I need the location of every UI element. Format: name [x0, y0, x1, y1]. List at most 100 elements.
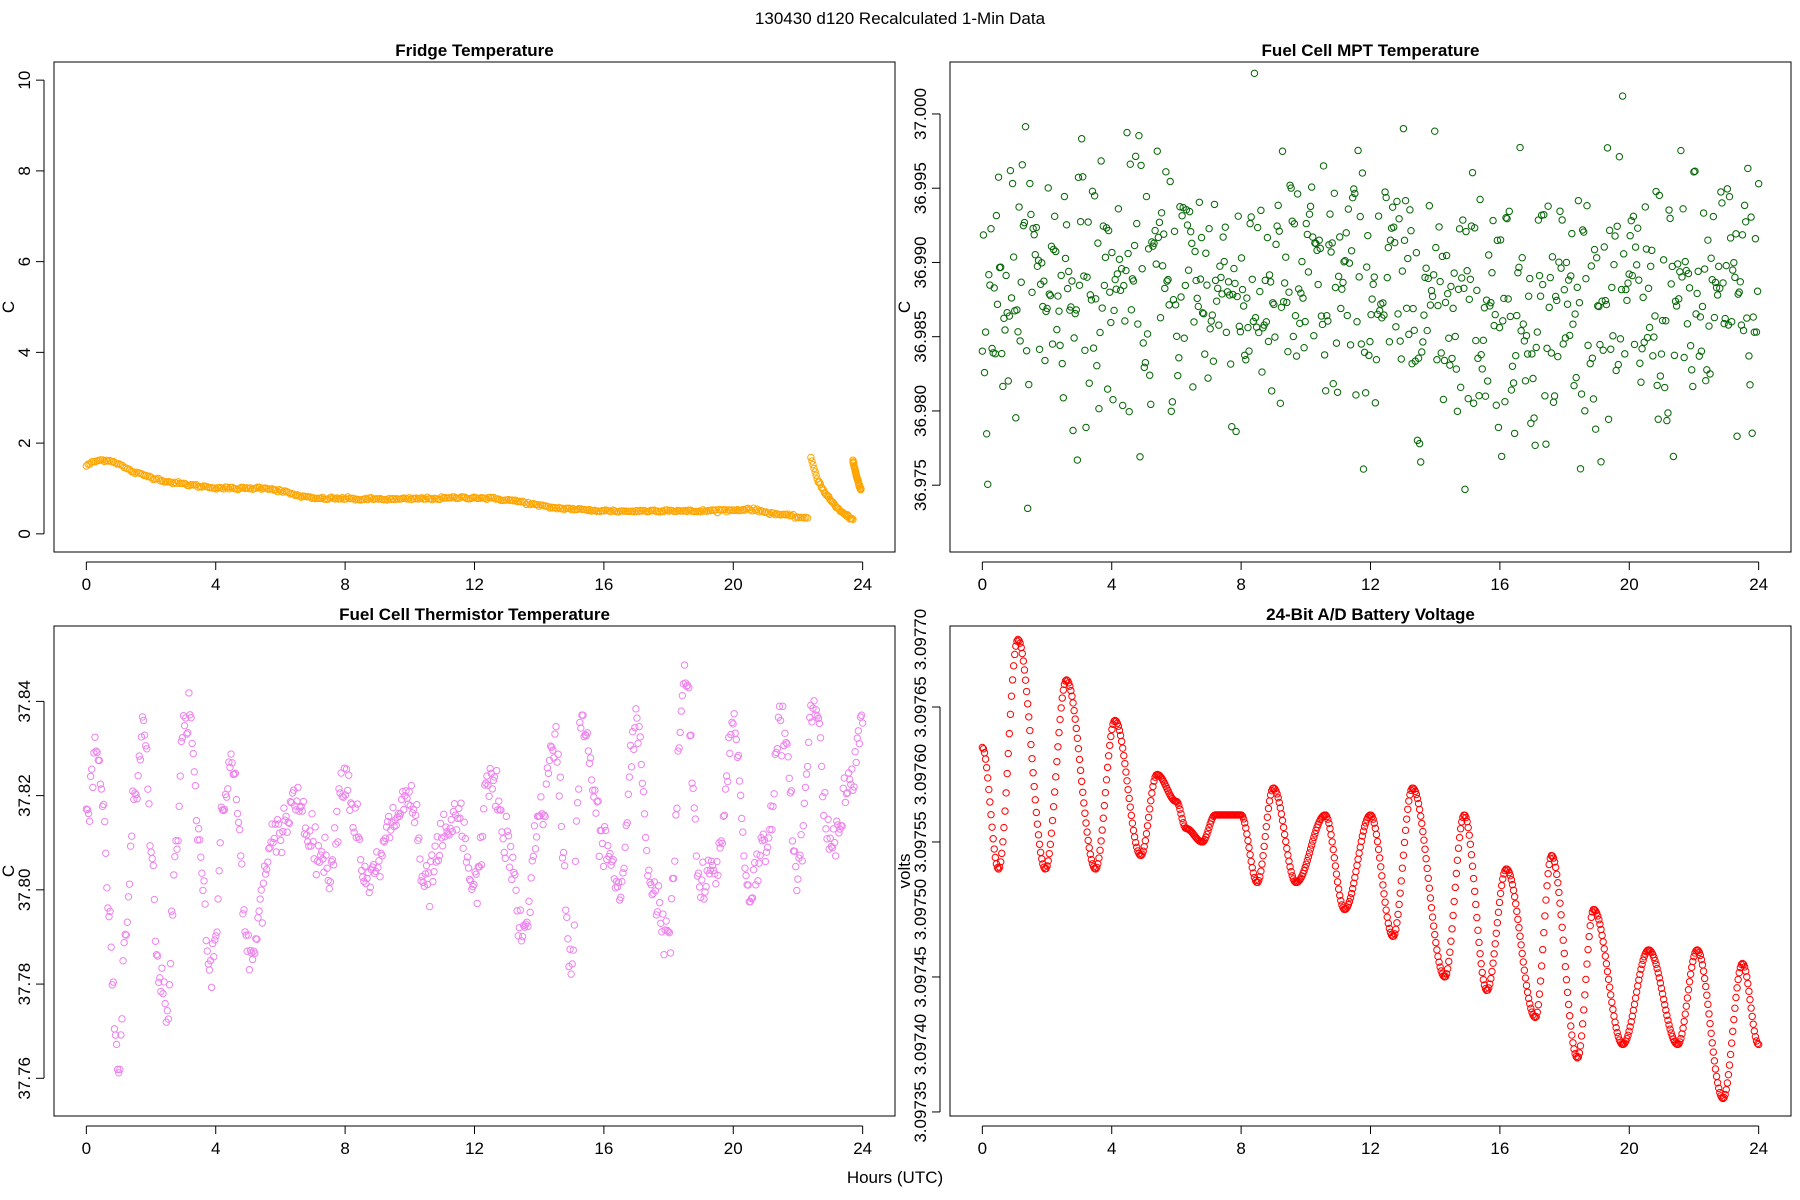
mpt-data-point — [1129, 277, 1138, 285]
thermistor-data-point — [688, 779, 696, 787]
mpt-data-point — [1343, 311, 1351, 320]
battery-data-point — [1040, 863, 1048, 871]
mpt-data-point — [1720, 319, 1728, 328]
battery-data-point — [1601, 952, 1610, 960]
mpt-data-point — [1332, 339, 1341, 347]
thermistor-data-point — [251, 949, 259, 958]
battery-data-point — [1558, 923, 1566, 931]
mpt-data-point — [1235, 322, 1244, 331]
thermistor-data-point — [707, 857, 716, 865]
thermistor-data-point — [433, 833, 441, 841]
battery-data-point — [1018, 649, 1026, 658]
battery-data-point — [1260, 842, 1268, 851]
fridge-data-point — [421, 495, 430, 503]
thermistor-data-point — [852, 758, 860, 767]
fridge-x-tick-label: 20 — [724, 575, 743, 594]
mpt-data-point — [1524, 292, 1533, 300]
thermistor-data-point — [309, 837, 317, 846]
thermistor-data-point — [736, 791, 745, 800]
mpt-data-point — [1183, 221, 1192, 229]
battery-data-point — [1350, 879, 1358, 887]
fridge-data-point — [344, 493, 352, 501]
thermistor-data-point — [132, 791, 140, 799]
battery-data-point — [1049, 802, 1058, 811]
mpt-data-point — [1156, 314, 1165, 322]
battery-data-point — [1488, 967, 1496, 976]
battery-data-point — [1104, 752, 1113, 760]
thermistor-data-point — [634, 739, 642, 748]
mpt-data-point — [982, 430, 991, 438]
mpt-data-point — [1163, 277, 1171, 285]
battery-data-point — [1513, 907, 1521, 916]
mpt-data-point — [1409, 304, 1417, 313]
thermistor-data-point — [636, 733, 644, 741]
mpt-data-point — [1531, 441, 1539, 449]
mpt-data-point — [1602, 300, 1611, 309]
mpt-data-point — [1539, 280, 1547, 289]
battery-data-point — [1695, 948, 1703, 957]
battery-data-point — [1239, 815, 1248, 823]
mpt-data-point — [1535, 271, 1544, 280]
thermistor-data-point — [666, 949, 675, 957]
mpt-data-point — [1168, 398, 1177, 406]
thermistor-data-point — [278, 848, 286, 857]
mpt-data-point — [1596, 340, 1604, 349]
mpt-data-point — [1615, 153, 1624, 161]
thermistor-data-point — [720, 811, 729, 819]
battery-data-point — [1100, 801, 1109, 810]
thermistor-data-point — [83, 806, 92, 814]
battery-data-point — [1556, 899, 1564, 907]
battery-data-point — [1404, 805, 1412, 813]
battery-data-point — [1731, 1004, 1739, 1012]
thermistor-data-point — [522, 920, 530, 928]
thermistor-data-point — [219, 806, 228, 815]
battery-data-point — [1612, 1024, 1620, 1032]
battery-data-point — [1443, 965, 1452, 973]
thermistor-data-point — [119, 957, 127, 965]
mpt-data-point — [1261, 276, 1269, 285]
thermistor-data-point — [373, 848, 381, 856]
fridge-data-point — [812, 471, 820, 480]
mpt-data-point — [1394, 310, 1402, 318]
battery-data-point — [1427, 903, 1436, 912]
fridge-data-point — [336, 495, 345, 503]
thermistor-data-point — [456, 814, 464, 822]
mpt-data-point — [1243, 294, 1251, 302]
thermistor-data-point — [167, 907, 176, 915]
battery-data-point — [1394, 910, 1402, 919]
mpt-data-point — [1022, 347, 1031, 355]
mpt-data-point — [1672, 302, 1681, 310]
thermistor-data-point — [166, 959, 175, 968]
battery-data-point — [1702, 982, 1710, 991]
mpt-title: Fuel Cell MPT Temperature — [1262, 41, 1480, 60]
battery-data-point — [1377, 863, 1385, 871]
thermistor-data-point — [744, 881, 752, 889]
mpt-data-point — [1234, 212, 1242, 220]
battery-data-point — [1102, 776, 1111, 784]
fridge-data-point — [100, 457, 109, 466]
mpt-data-point — [1366, 337, 1374, 346]
battery-data-point — [1663, 1011, 1671, 1020]
fridge-data-point — [324, 495, 332, 503]
thermistor-data-point — [191, 781, 200, 790]
thermistor-data-point — [544, 769, 553, 778]
battery-data-point — [1635, 976, 1643, 984]
mpt-data-point — [1542, 440, 1550, 448]
mpt-x-tick-label: 20 — [1620, 575, 1639, 594]
thermistor-data-point — [187, 714, 195, 722]
battery-data-point — [1324, 815, 1332, 823]
mpt-data-point — [1548, 253, 1557, 261]
battery-data-point — [1526, 1000, 1534, 1008]
mpt-data-point — [1433, 356, 1441, 364]
battery-data-point — [1541, 912, 1549, 920]
battery-data-point — [1753, 1039, 1762, 1048]
battery-data-point — [1537, 962, 1546, 970]
battery-data-point — [1391, 930, 1399, 938]
mpt-data-point — [1355, 273, 1363, 281]
mpt-data-point — [1370, 273, 1378, 281]
battery-data-point — [1021, 676, 1030, 684]
thermistor-data-point — [628, 727, 637, 736]
fridge-y-tick-label: 6 — [15, 257, 34, 266]
thermistor-data-point — [536, 812, 544, 820]
